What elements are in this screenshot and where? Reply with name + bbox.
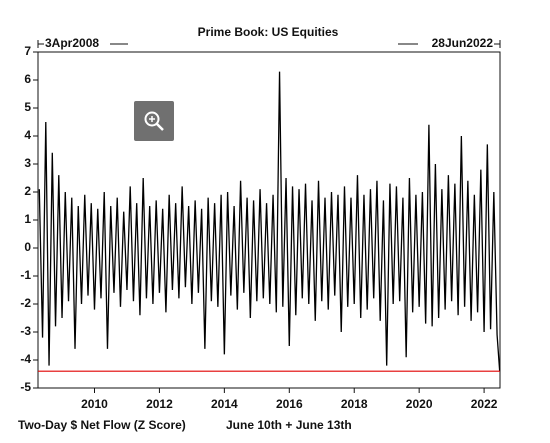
y-tick-label: 7	[24, 44, 31, 58]
y-tick-label: 1	[24, 212, 31, 226]
y-tick-label: -5	[20, 380, 31, 394]
x-tick-label: 2022	[471, 397, 498, 411]
y-tick-label: -4	[20, 352, 31, 366]
y-tick-label: 6	[24, 72, 31, 86]
marks	[38, 71, 501, 372]
x-tick-label: 2016	[276, 397, 303, 411]
y-tick-label: -3	[20, 324, 31, 338]
x-tick-label: 2018	[341, 397, 368, 411]
y-tick-label: 3	[24, 156, 31, 170]
x-tick-label: 2012	[146, 397, 173, 411]
y-tick-label: -2	[20, 296, 31, 310]
x-axis-label: Two-Day $ Net Flow (Z Score)	[18, 418, 186, 432]
x-tick-label: 2010	[81, 397, 108, 411]
y-tick-label: 2	[24, 184, 31, 198]
x-tick-label: 2014	[211, 397, 238, 411]
series-line	[38, 71, 501, 372]
x-tick-label: 2020	[406, 397, 433, 411]
start-label: 3Apr2008	[45, 36, 99, 50]
chart-title: Prime Book: US Equities	[198, 25, 339, 39]
y-tick-label: -1	[20, 268, 31, 282]
y-tick-label: 5	[24, 100, 31, 114]
y-tick-label: 0	[24, 240, 31, 254]
zoom-button[interactable]	[134, 101, 174, 141]
y-tick-label: 4	[24, 128, 31, 142]
end-label: 28Jun2022	[432, 36, 494, 50]
reference-label: June 10th + June 13th	[226, 418, 352, 432]
